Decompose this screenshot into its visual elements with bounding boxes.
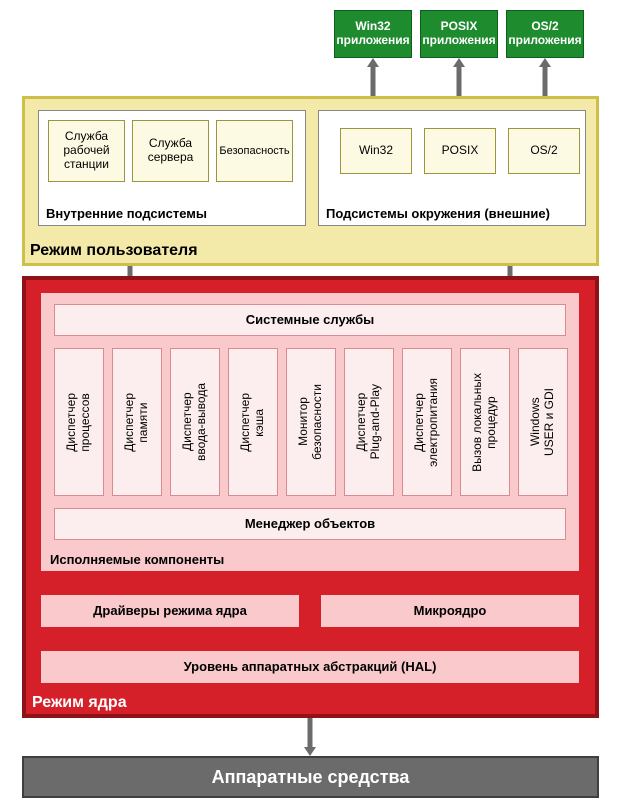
hardware: Аппаратные средства xyxy=(22,756,599,798)
exec-component-4: Монитор безопасности xyxy=(286,348,336,496)
exec-component-1: Диспетчер памяти xyxy=(112,348,162,496)
exec-component-0: Диспетчер процессов xyxy=(54,348,104,496)
app-win32: Win32 приложения xyxy=(334,10,412,58)
user-mode-title: Режим пользователя xyxy=(30,242,198,260)
executive-title: Исполняемые компоненты xyxy=(50,552,224,567)
server-service: Служба сервера xyxy=(132,120,209,182)
app-os2: OS/2 приложения xyxy=(506,10,584,58)
env-win32: Win32 xyxy=(340,128,412,174)
security-service: Безопасность xyxy=(216,120,293,182)
exec-component-3: Диспетчер кэша xyxy=(228,348,278,496)
system-services: Системные службы xyxy=(54,304,566,336)
kernel-drivers: Драйверы режима ядра xyxy=(40,594,300,628)
env-posix: POSIX xyxy=(424,128,496,174)
env-subsystems-title: Подсистемы окружения (внешние) xyxy=(326,206,550,221)
workstation-service: Служба рабочей станции xyxy=(48,120,125,182)
app-posix: POSIX приложения xyxy=(420,10,498,58)
internal-subsystems-title: Внутренние подсистемы xyxy=(46,206,207,221)
exec-component-5: Диспетчер Plug-and-Play xyxy=(344,348,394,496)
exec-component-2: Диспетчер ввода-вывода xyxy=(170,348,220,496)
kernel-mode-title: Режим ядра xyxy=(32,694,127,712)
exec-component-6: Диспетчер электропитания xyxy=(402,348,452,496)
env-os2: OS/2 xyxy=(508,128,580,174)
hal: Уровень аппаратных абстракций (HAL) xyxy=(40,650,580,684)
exec-component-7: Вызов локальных процедур xyxy=(460,348,510,496)
exec-component-8: Windows USER и GDI xyxy=(518,348,568,496)
object-manager: Менеджер объектов xyxy=(54,508,566,540)
microkernel: Микроядро xyxy=(320,594,580,628)
